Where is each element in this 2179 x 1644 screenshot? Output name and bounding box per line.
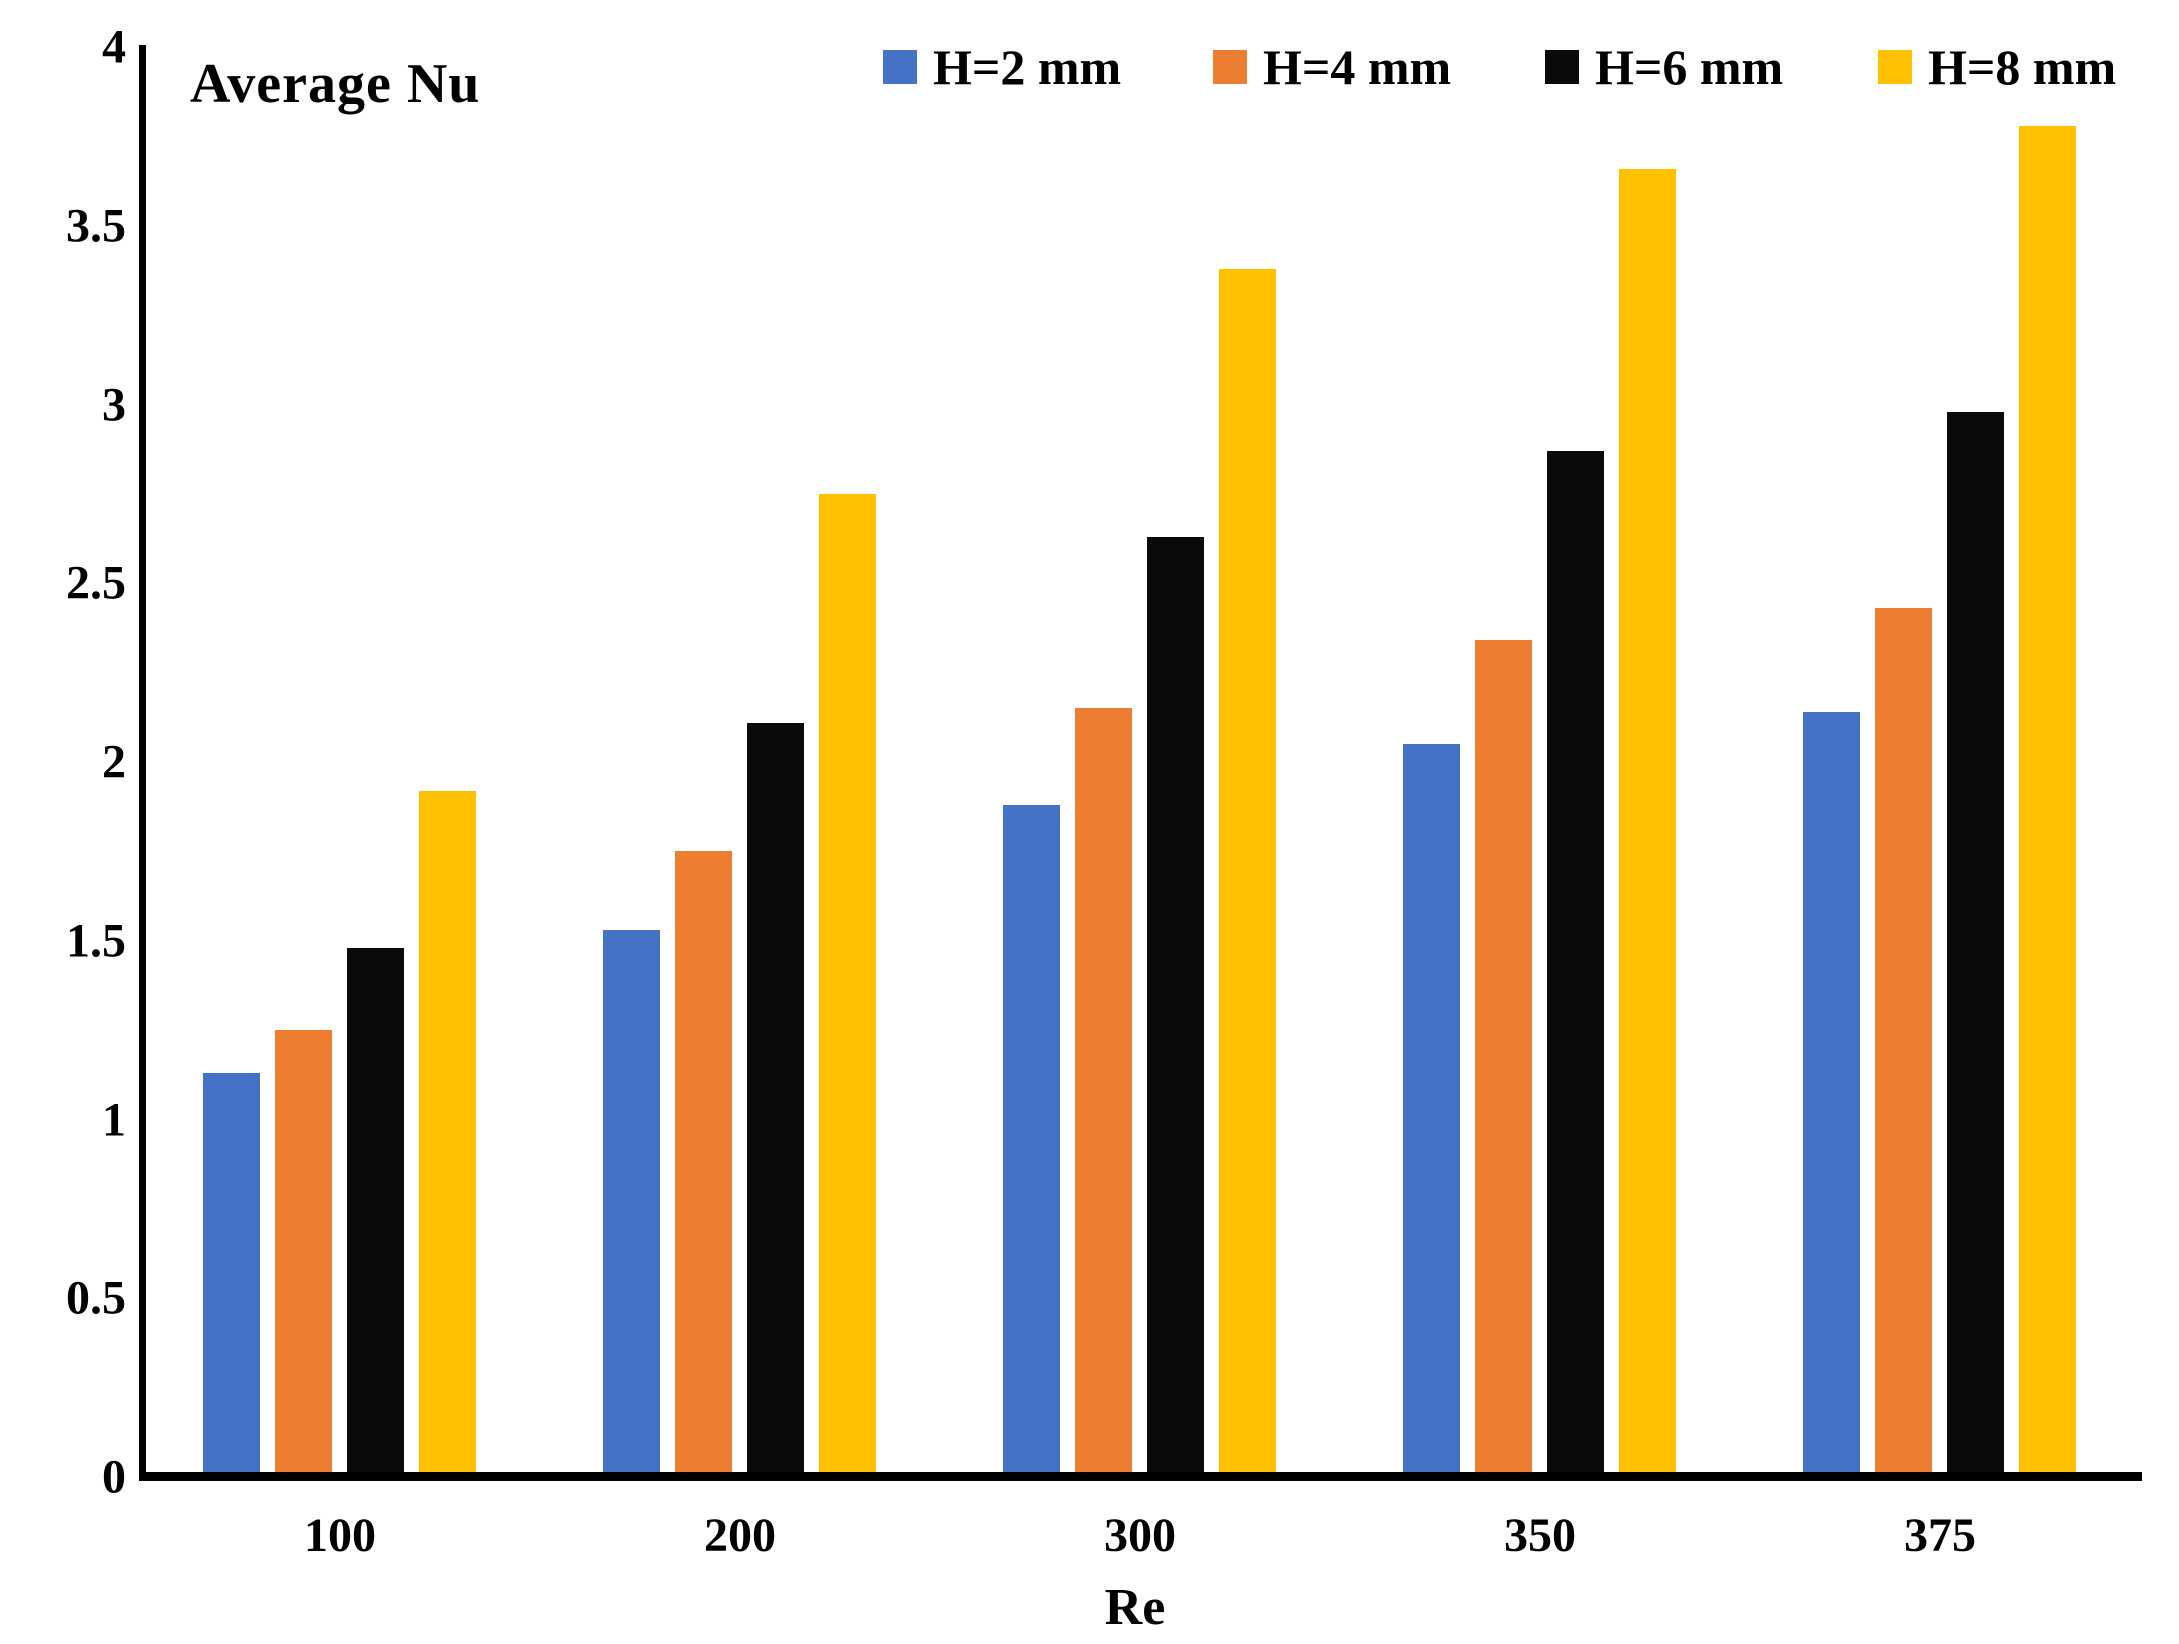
- y-tick-label: 0.5: [66, 1271, 126, 1325]
- y-tick-label: 3: [102, 378, 126, 431]
- legend-swatch-icon: [1878, 50, 1912, 84]
- x-tick-label: 350: [1504, 1509, 1576, 1562]
- bar: [1147, 536, 1204, 1477]
- legend-item: H=8 mm: [1878, 38, 2116, 96]
- x-tick-label: 200: [704, 1509, 776, 1562]
- legend-label: H=8 mm: [1928, 39, 2117, 95]
- bar: [275, 1030, 332, 1477]
- y-tick-label: 1.5: [66, 914, 126, 968]
- y-axis-line: [139, 45, 146, 1481]
- bar: [819, 493, 876, 1477]
- y-tick-label: 0: [102, 1450, 126, 1504]
- y-tick-label: 2.5: [66, 556, 126, 610]
- y-tick-label: 1: [102, 1093, 126, 1146]
- bar: [1803, 711, 1860, 1477]
- bar: [1403, 744, 1460, 1477]
- legend-swatch-icon: [883, 50, 917, 84]
- y-tick-label: 2: [102, 735, 126, 789]
- x-axis-title: Re: [1104, 1579, 1166, 1636]
- legend-label: H=2 mm: [933, 39, 1122, 95]
- x-tick-label: 100: [304, 1509, 376, 1562]
- legend-swatch-icon: [1213, 50, 1247, 84]
- bar: [603, 930, 660, 1477]
- bar: [419, 790, 476, 1477]
- bar: [675, 851, 732, 1477]
- bar: [1475, 640, 1532, 1477]
- legend-item: H=4 mm: [1213, 38, 1451, 96]
- bar: [347, 947, 404, 1477]
- y-tick-label: 4: [102, 20, 126, 74]
- legend-label: H=4 mm: [1263, 39, 1452, 95]
- x-tick-label: 375: [1904, 1509, 1976, 1562]
- bar: [1075, 708, 1132, 1477]
- y-tick-label: 3.5: [66, 199, 126, 253]
- bar: [2019, 125, 2076, 1477]
- x-axis-line: [139, 1472, 2142, 1481]
- legend-item: H=2 mm: [883, 38, 1121, 96]
- bar: [1219, 268, 1276, 1477]
- bar: [1619, 168, 1676, 1477]
- bar: [203, 1073, 260, 1477]
- bar: [1875, 608, 1932, 1477]
- bar: [1947, 411, 2004, 1477]
- legend-item: H=6 mm: [1545, 38, 1783, 96]
- legend-label: H=6 mm: [1595, 39, 1784, 95]
- bar: [1003, 804, 1060, 1477]
- bar: [1547, 450, 1604, 1477]
- chart-title: Average Nu: [190, 53, 481, 115]
- legend-swatch-icon: [1545, 50, 1579, 84]
- x-tick-label: 300: [1104, 1509, 1176, 1562]
- bar: [747, 722, 804, 1477]
